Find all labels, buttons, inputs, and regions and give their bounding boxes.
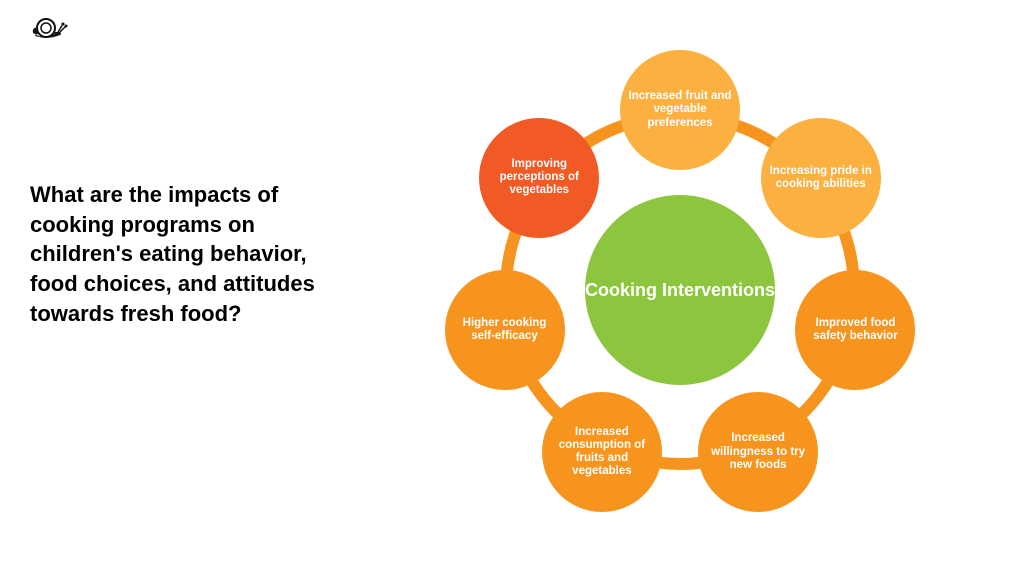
- center-label: Cooking Interventions: [585, 280, 775, 301]
- impact-node-1: Increasing pride in cooking abilities: [761, 118, 881, 238]
- impact-label: Increased fruit and vegetable preference…: [628, 90, 732, 130]
- impact-node-5: Higher cooking self-efficacy: [445, 270, 565, 390]
- heading-text: What are the impacts of cooking programs…: [30, 182, 315, 326]
- impact-label: Increased consumption of fruits and vege…: [550, 426, 654, 479]
- impact-node-2: Improved food safety behavior: [795, 270, 915, 390]
- snail-icon: [30, 10, 70, 40]
- impact-node-3: Increased willingness to try new foods: [698, 392, 818, 512]
- impact-node-0: Increased fruit and vegetable preference…: [620, 50, 740, 170]
- impact-node-4: Increased consumption of fruits and vege…: [542, 392, 662, 512]
- impact-label: Higher cooking self-efficacy: [453, 317, 557, 343]
- impact-node-6: Improving perceptions of vegetables: [479, 118, 599, 238]
- impact-label: Increased willingness to try new foods: [706, 432, 810, 472]
- radial-diagram: Cooking Interventions Increased fruit and…: [400, 10, 960, 570]
- impact-label: Improving perceptions of vegetables: [487, 158, 591, 198]
- impact-label: Improved food safety behavior: [803, 317, 907, 343]
- center-node: Cooking Interventions: [585, 195, 775, 385]
- impact-label: Increasing pride in cooking abilities: [769, 165, 873, 191]
- page-title: What are the impacts of cooking programs…: [30, 180, 350, 328]
